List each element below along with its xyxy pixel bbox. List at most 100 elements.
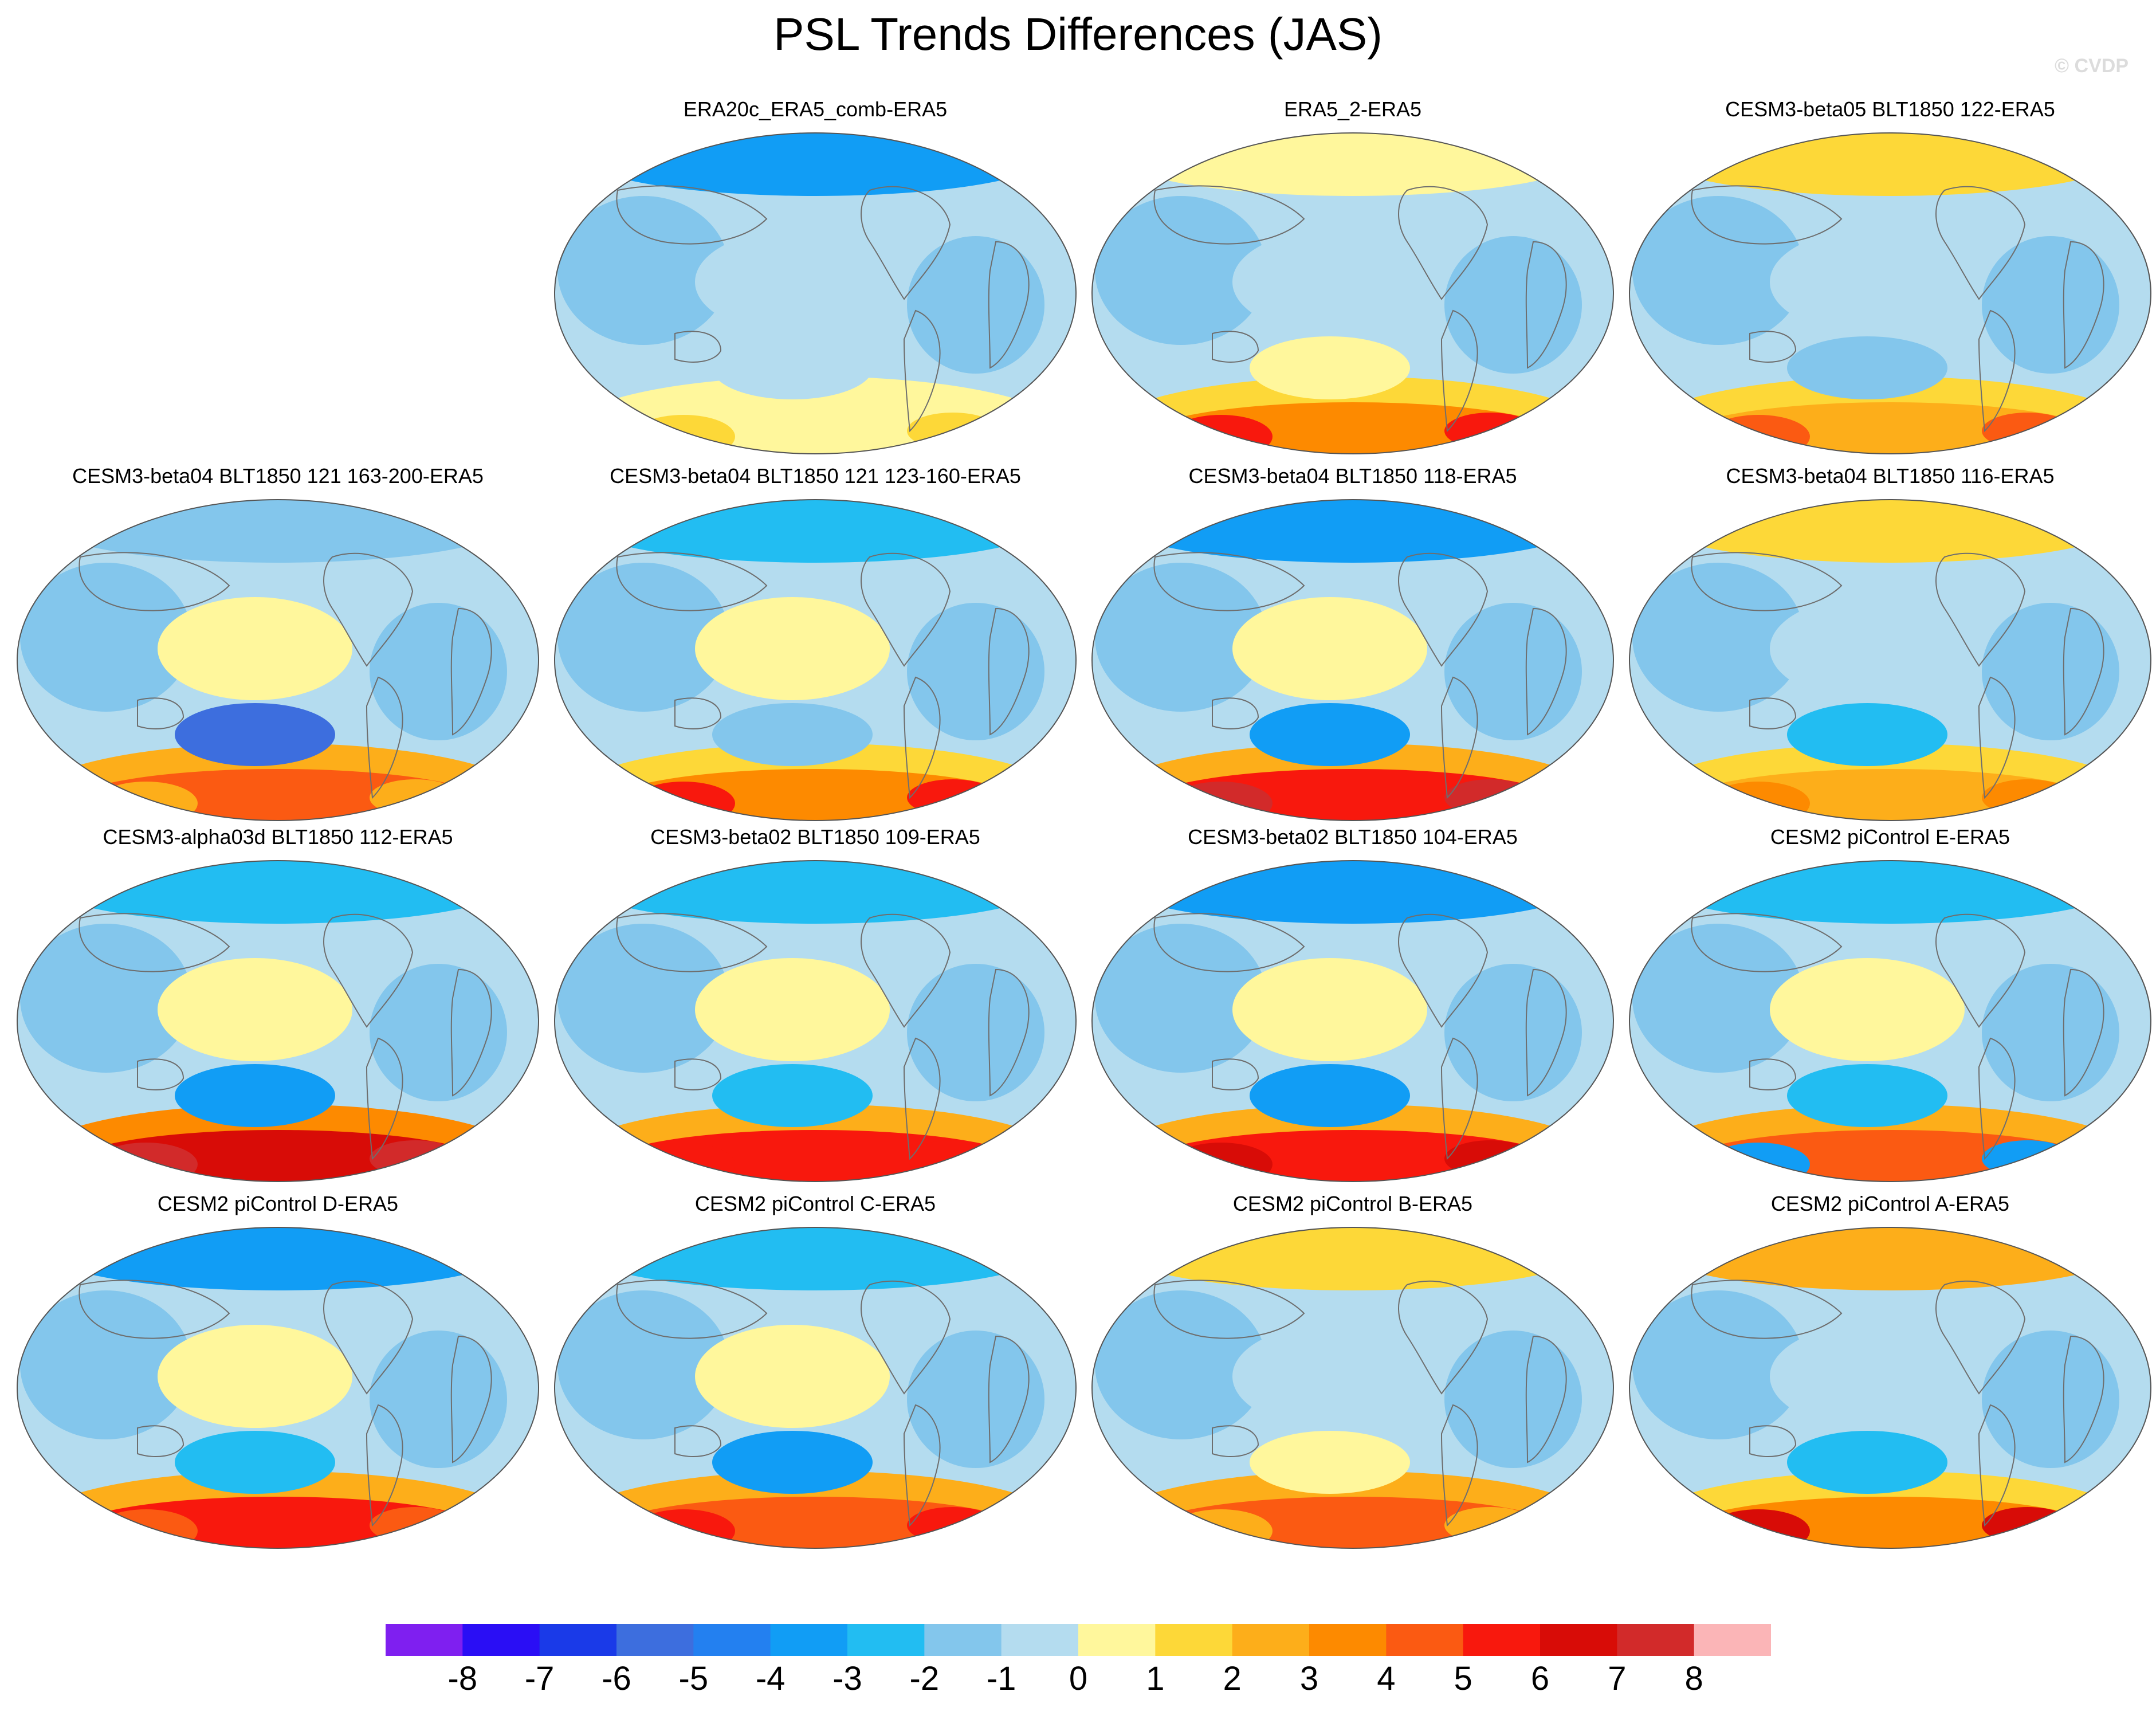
south-peak-anomaly xyxy=(632,782,735,821)
map-panel: CESM3-beta05 BLT1850 122-ERA5 xyxy=(1624,97,2156,493)
south-band-core xyxy=(1682,1130,2099,1182)
panel-title: CESM3-alpha03d BLT1850 112-ERA5 xyxy=(103,825,453,849)
coastline xyxy=(1691,552,1843,611)
colorbar-tick-label: -6 xyxy=(602,1660,631,1697)
colorbar-tick-label: -7 xyxy=(524,1660,555,1697)
colorbar-tick-label: 0 xyxy=(1069,1660,1088,1697)
map-panel: CESM3-beta04 BLT1850 121 163-200-ERA5 xyxy=(11,464,544,860)
map-panel: CESM3-beta04 BLT1850 116-ERA5 xyxy=(1624,464,2156,860)
map-panel: CESM3-beta04 BLT1850 121 123-160-ERA5 xyxy=(549,464,1082,860)
west-anomaly xyxy=(1095,924,1267,1073)
east-anomaly xyxy=(1982,236,2119,374)
tropical-anomaly xyxy=(1232,597,1427,700)
map-panel: CESM3-alpha03d BLT1850 112-ERA5 xyxy=(11,825,544,1221)
panel-title: ERA20c_ERA5_comb-ERA5 xyxy=(683,97,948,121)
east-anomaly xyxy=(1444,236,1582,374)
coastline xyxy=(1212,1425,1259,1457)
globe-outline xyxy=(1629,499,2151,821)
south-peak-anomaly xyxy=(907,1507,999,1544)
west-anomaly xyxy=(557,924,729,1073)
coastline xyxy=(1935,1280,2026,1395)
coastline xyxy=(1440,1037,1478,1160)
south-band-core xyxy=(1682,1497,2099,1548)
colorbar-tick-label: -5 xyxy=(678,1660,709,1697)
south-mid-anomaly xyxy=(1250,1064,1410,1127)
colorbar-swatch xyxy=(1155,1624,1233,1656)
coastline xyxy=(137,1058,184,1090)
coastline xyxy=(1691,1280,1843,1339)
map-panel: ERA5_2-ERA5 xyxy=(1086,97,1619,493)
south-peak-anomaly xyxy=(907,1140,999,1177)
coastline xyxy=(1691,185,1843,245)
east-anomaly xyxy=(907,603,1044,740)
south-mid-anomaly xyxy=(1250,703,1410,766)
coastline xyxy=(988,968,1030,1097)
coastline xyxy=(1212,331,1259,363)
tropical-anomaly xyxy=(1232,230,1427,333)
coastline xyxy=(1440,676,1478,799)
map-globe xyxy=(1629,132,2151,454)
coastline xyxy=(616,913,768,972)
map-globe xyxy=(1629,1227,2151,1549)
south-band-core xyxy=(1682,402,2099,454)
map-globe xyxy=(554,860,1077,1182)
south-mid-anomaly xyxy=(175,1064,335,1127)
tropical-anomaly xyxy=(158,958,352,1061)
map-globe xyxy=(1629,860,2151,1182)
south-mid-anomaly xyxy=(712,1064,873,1127)
map-globe xyxy=(17,499,539,821)
tropical-anomaly xyxy=(1770,958,1965,1061)
coastline xyxy=(450,1335,492,1463)
tropical-anomaly xyxy=(695,597,890,700)
coastline xyxy=(1398,552,1489,667)
west-anomaly xyxy=(1095,563,1267,712)
east-anomaly xyxy=(1444,964,1582,1101)
colorbar-swatch xyxy=(1078,1624,1156,1656)
coastline xyxy=(450,968,492,1097)
globe-outline xyxy=(17,860,539,1182)
coastline xyxy=(1153,185,1305,245)
map-globe xyxy=(1629,499,2151,821)
map-panel: CESM3-beta04 BLT1850 118-ERA5 xyxy=(1086,464,1619,860)
map-panel: CESM2 piControl B-ERA5 xyxy=(1086,1192,1619,1587)
coastline xyxy=(2063,968,2104,1097)
coastline xyxy=(1525,241,1567,369)
tropical-anomaly xyxy=(158,1325,352,1428)
colorbar-swatch xyxy=(847,1624,925,1656)
coastline xyxy=(1935,186,2026,300)
coastline xyxy=(1749,697,1797,729)
coastline xyxy=(1935,552,2026,667)
globe-outline xyxy=(17,499,539,821)
west-anomaly xyxy=(1632,196,1804,345)
east-anomaly xyxy=(370,603,507,740)
coastline xyxy=(1440,1404,1478,1527)
east-anomaly xyxy=(1982,1331,2119,1468)
south-band-core xyxy=(69,1497,486,1548)
south-peak-anomaly xyxy=(1444,413,1536,449)
panel-title: CESM3-beta05 BLT1850 122-ERA5 xyxy=(1725,97,2055,121)
south-peak-anomaly xyxy=(1169,1143,1273,1182)
globe-outline xyxy=(1629,132,2151,454)
coastline xyxy=(861,913,951,1028)
colorbar-tick-label: -2 xyxy=(909,1660,940,1697)
colorbar-tick-label: -4 xyxy=(755,1660,786,1697)
globe-outline xyxy=(554,499,1077,821)
map-globe xyxy=(17,860,539,1182)
coastline xyxy=(2063,607,2104,736)
map-panel: CESM2 piControl A-ERA5 xyxy=(1624,1192,2156,1587)
coastline xyxy=(674,1058,722,1090)
watermark: © CVDP xyxy=(2055,55,2128,77)
coastline xyxy=(861,186,951,300)
coastline xyxy=(1440,309,1478,433)
colorbar-tick-label: 8 xyxy=(1684,1660,1703,1697)
colorbar-swatch xyxy=(1232,1624,1310,1656)
coastline xyxy=(861,552,951,667)
map-panel: ERA20c_ERA5_comb-ERA5 xyxy=(549,97,1082,493)
map-panel: CESM3-beta02 BLT1850 104-ERA5 xyxy=(1086,825,1619,1221)
panel-title: CESM2 piControl A-ERA5 xyxy=(1770,1192,2010,1215)
panel-title: CESM2 piControl B-ERA5 xyxy=(1232,1192,1473,1215)
coastline xyxy=(861,1280,951,1395)
colorbar-swatch xyxy=(1463,1624,1541,1656)
south-band-core xyxy=(1144,402,1561,454)
globe-outline xyxy=(1091,1227,1614,1549)
